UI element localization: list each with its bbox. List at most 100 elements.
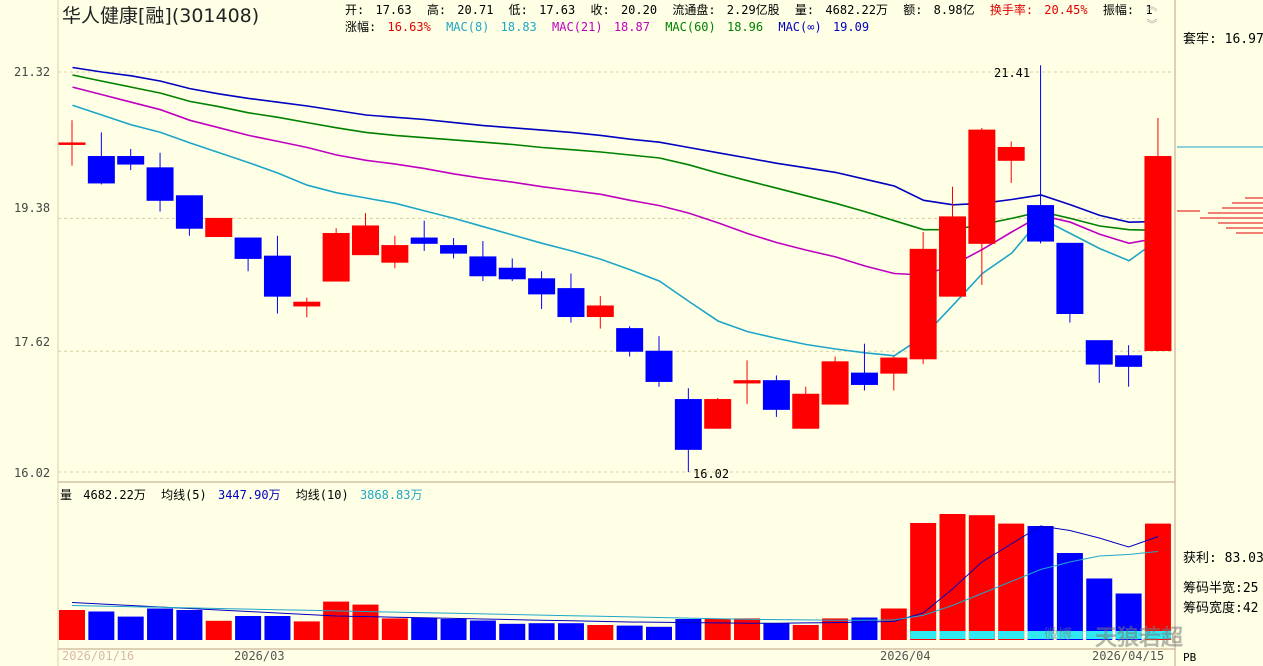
volume-bar — [851, 617, 878, 640]
candle-body — [381, 245, 409, 263]
candle-body — [469, 256, 497, 277]
watermark-text: 天狼若超 — [1095, 626, 1184, 651]
volume-bar — [117, 616, 144, 640]
candle-body — [674, 399, 702, 450]
ma-line — [72, 74, 1159, 232]
volume-ma10: 均线(10) 3868.83万 — [295, 488, 423, 502]
ma-line — [72, 66, 1159, 224]
candle-body — [968, 129, 996, 244]
y-tick-21-32: 21.32 — [14, 65, 50, 79]
candle-body — [58, 142, 86, 145]
volume-bar — [411, 617, 438, 640]
volume-bar — [734, 618, 761, 640]
quote-row: 开: 17.63 高: 20.71 低: 17.63 收: 20.20 流通盘:… — [345, 1, 1161, 18]
candle-body — [440, 245, 468, 254]
macinf-label: MAC(∞) 19.09 — [778, 20, 870, 34]
volume-bar-overlay — [939, 631, 966, 639]
candle-body — [704, 399, 732, 429]
candle-body — [1115, 355, 1143, 367]
candle-body — [293, 301, 321, 307]
volume-bar — [381, 618, 408, 640]
volume-bar — [440, 619, 467, 640]
volume-bar — [822, 618, 849, 640]
moving-average-lines — [72, 66, 1159, 357]
open-label: 开: 17.63 — [345, 3, 412, 17]
volume-bar — [147, 608, 174, 640]
volume-bar-overlay — [910, 631, 937, 639]
candle-body — [939, 216, 966, 297]
volume-bar — [763, 623, 790, 640]
volume-bar — [1056, 553, 1083, 640]
candle-body — [234, 237, 262, 259]
volume-ma5-line — [71, 525, 1159, 624]
volume-label: 量: 4682.22万 — [794, 3, 888, 17]
volume-bar — [1027, 526, 1054, 640]
candle-body — [586, 305, 614, 318]
y-tick-17-62: 17.62 — [14, 335, 50, 349]
volume-bar — [939, 514, 966, 640]
profit-ratio: 获利: 83.03 — [1183, 551, 1263, 566]
change-pct-label: 涨幅: 16.63% — [345, 20, 431, 34]
candle-body — [821, 361, 849, 405]
close-label: 收: 20.20 — [590, 3, 658, 17]
ma-line — [72, 104, 1159, 357]
chip-width: 筹码宽度:42 — [1183, 601, 1259, 616]
volume-average-lines — [71, 525, 1159, 624]
volume-bar — [205, 620, 232, 640]
candle-body — [762, 380, 790, 410]
high-label: 高: 20.71 — [426, 3, 494, 17]
candle-body — [792, 393, 820, 429]
x-tick-first: 2026/01/16 — [62, 649, 135, 663]
volume-ma10-line — [71, 551, 1159, 621]
volume-bar — [528, 623, 555, 640]
scroll-up-icon[interactable]: ︽ — [1146, 0, 1158, 13]
candle-body — [87, 156, 115, 184]
volume-bar-overlay — [968, 631, 995, 639]
volume-bar — [1086, 578, 1113, 640]
volume-bar — [293, 621, 320, 640]
candle-body — [263, 255, 291, 297]
candle-body — [645, 350, 673, 382]
volume-bar-overlay — [1115, 631, 1142, 639]
y-tick-19-38: 19.38 — [14, 201, 50, 215]
volume-bar-overlay — [1027, 631, 1054, 639]
high-annotation: 21.41 — [994, 66, 1030, 80]
scroll-down-icon[interactable]: ︾ — [1146, 18, 1158, 31]
chip-distribution — [1177, 146, 1263, 234]
candle-body — [850, 372, 878, 385]
low-label: 低: 17.63 — [508, 3, 576, 17]
volume-bar — [675, 619, 702, 640]
chip-half-width: 筹码半宽:25 — [1183, 581, 1259, 596]
candle-body — [1144, 156, 1172, 351]
volume-bar-overlay — [1056, 631, 1083, 639]
stock-title: 华人健康[融](301408) — [62, 5, 260, 27]
candle-body — [175, 195, 203, 229]
candle-body — [146, 167, 174, 201]
volume-bar — [910, 523, 937, 640]
candle-body — [733, 380, 761, 384]
weibo-logo-icon: 微博 — [1044, 627, 1072, 643]
candle-body — [117, 156, 145, 165]
volume-bar — [646, 626, 672, 640]
volume-bar — [704, 619, 731, 640]
volume-bar — [235, 616, 262, 640]
x-tick-2026-04: 2026/04 — [880, 649, 931, 663]
volume-bar — [264, 616, 291, 640]
candle-body — [528, 278, 556, 295]
amount-label: 额: 8.98亿 — [903, 3, 975, 17]
volume-bar — [792, 625, 819, 640]
candle-body — [909, 248, 937, 360]
candle-body — [1027, 205, 1055, 242]
float-shares-label: 流通盘: 2.29亿股 — [672, 3, 780, 17]
price-grid — [58, 71, 1175, 473]
amplitude-label: 振幅: 1 — [1102, 3, 1153, 17]
volume-bar — [499, 623, 526, 640]
candle-body — [322, 233, 350, 282]
volume-bar — [968, 515, 995, 640]
mac21-label: MAC(21) 18.87 — [552, 20, 650, 34]
trapped-ratio: 套牢: 16.97 — [1183, 32, 1263, 47]
volume-bar — [587, 625, 614, 640]
candle-body — [1056, 242, 1084, 315]
volume-bar — [557, 623, 584, 640]
